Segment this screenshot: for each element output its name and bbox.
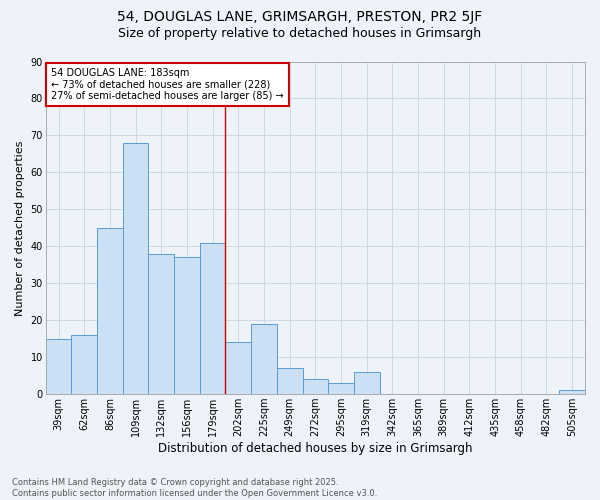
Text: 54 DOUGLAS LANE: 183sqm
← 73% of detached houses are smaller (228)
27% of semi-d: 54 DOUGLAS LANE: 183sqm ← 73% of detache… xyxy=(51,68,284,102)
Bar xyxy=(148,254,174,394)
Bar xyxy=(97,228,123,394)
Bar xyxy=(174,258,200,394)
Text: Size of property relative to detached houses in Grimsargh: Size of property relative to detached ho… xyxy=(118,28,482,40)
Text: Contains HM Land Registry data © Crown copyright and database right 2025.
Contai: Contains HM Land Registry data © Crown c… xyxy=(12,478,377,498)
Bar xyxy=(71,335,97,394)
Bar xyxy=(277,368,302,394)
Bar xyxy=(302,380,328,394)
X-axis label: Distribution of detached houses by size in Grimsargh: Distribution of detached houses by size … xyxy=(158,442,473,455)
Bar xyxy=(46,338,71,394)
Bar xyxy=(559,390,585,394)
Bar xyxy=(226,342,251,394)
Bar xyxy=(251,324,277,394)
Bar xyxy=(200,242,226,394)
Y-axis label: Number of detached properties: Number of detached properties xyxy=(15,140,25,316)
Bar xyxy=(328,383,354,394)
Text: 54, DOUGLAS LANE, GRIMSARGH, PRESTON, PR2 5JF: 54, DOUGLAS LANE, GRIMSARGH, PRESTON, PR… xyxy=(118,10,482,24)
Bar xyxy=(354,372,380,394)
Bar xyxy=(123,143,148,394)
